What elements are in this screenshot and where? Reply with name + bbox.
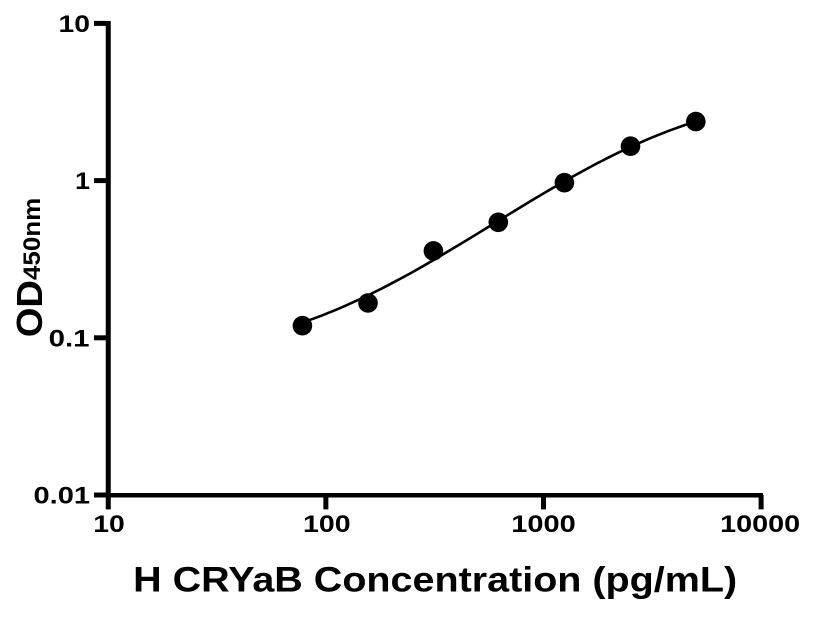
svg-text:0.1: 0.1 bbox=[49, 325, 90, 352]
svg-text:10: 10 bbox=[59, 11, 91, 38]
svg-text:0.01: 0.01 bbox=[34, 483, 91, 510]
svg-text:H CRYaB Concentration (pg/mL): H CRYaB Concentration (pg/mL) bbox=[133, 561, 737, 600]
svg-text:OD450nm: OD450nm bbox=[9, 198, 50, 338]
svg-text:1000: 1000 bbox=[511, 511, 576, 538]
svg-text:10000: 10000 bbox=[720, 511, 800, 538]
svg-text:10: 10 bbox=[93, 511, 125, 538]
svg-text:100: 100 bbox=[303, 511, 351, 538]
svg-text:1: 1 bbox=[75, 168, 90, 195]
